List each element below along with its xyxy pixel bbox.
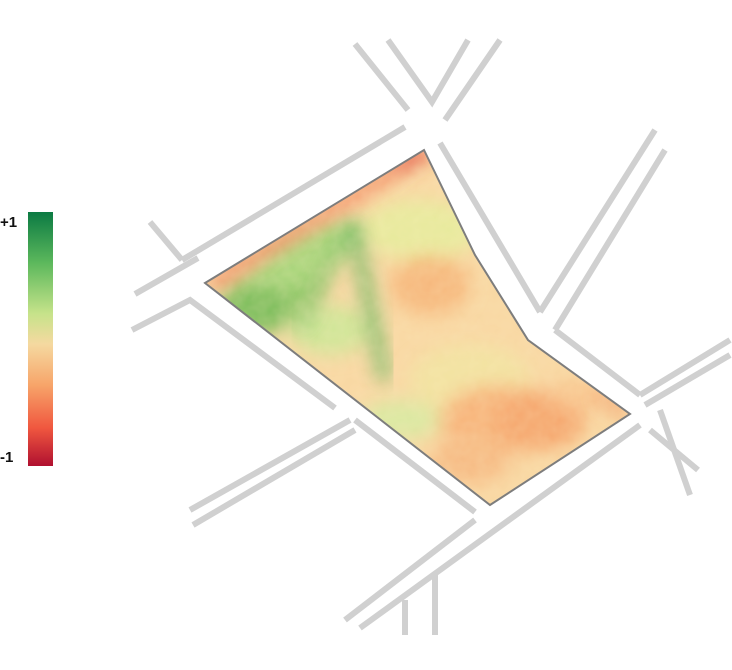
road-network xyxy=(130,38,732,635)
color-legend: +1 -1 xyxy=(0,0,60,670)
legend-color-ramp xyxy=(28,212,53,466)
legend-min-label: -1 xyxy=(0,449,14,466)
legend-max-label: +1 xyxy=(0,214,18,231)
field-boundary xyxy=(203,148,632,507)
